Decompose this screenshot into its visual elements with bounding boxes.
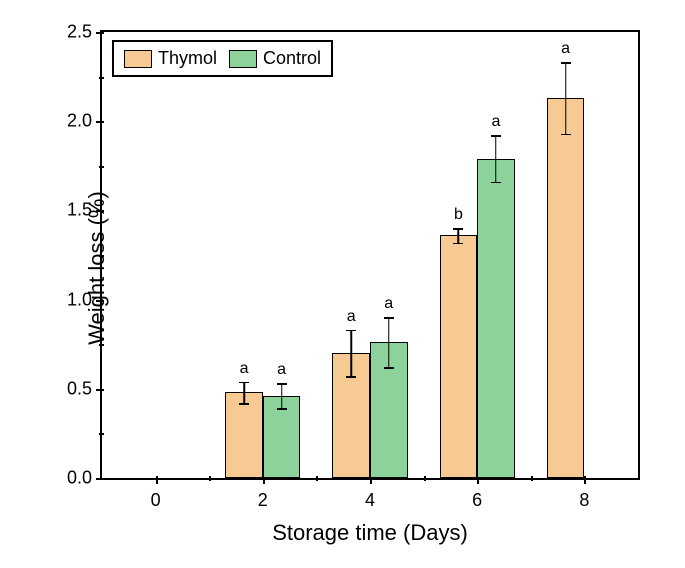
legend-label: Thymol: [158, 48, 217, 69]
y-tick: [96, 389, 104, 391]
bar: [477, 159, 515, 478]
x-tick-minor: [424, 476, 426, 481]
x-tick-label: 6: [472, 490, 482, 511]
significance-letter: a: [347, 308, 356, 326]
bar: [225, 392, 263, 478]
error-cap: [346, 330, 356, 332]
y-tick-label: 0.5: [67, 378, 92, 399]
error-cap: [346, 376, 356, 378]
error-cap: [453, 243, 463, 245]
error-cap: [277, 383, 287, 385]
error-cap: [239, 403, 249, 405]
error-bar: [458, 228, 460, 242]
y-tick-label: 2.0: [67, 111, 92, 132]
legend-item: Thymol: [124, 48, 217, 69]
bar: [547, 98, 585, 478]
error-bar: [388, 317, 390, 367]
error-cap: [561, 134, 571, 136]
x-tick-label: 0: [151, 490, 161, 511]
x-tick-label: 8: [579, 490, 589, 511]
legend: Thymol Control: [112, 40, 333, 77]
error-cap: [453, 228, 463, 230]
y-tick: [96, 210, 104, 212]
legend-swatch: [229, 50, 257, 68]
y-tick-minor: [99, 433, 104, 435]
legend-label: Control: [263, 48, 321, 69]
x-tick-minor: [316, 476, 318, 481]
y-tick-minor: [99, 77, 104, 79]
error-bar: [565, 62, 567, 133]
y-tick-label: 0.0: [67, 468, 92, 489]
significance-letter: a: [240, 360, 249, 378]
plot-area: ThymolControl 0.00.51.01.52.02.502468aab…: [100, 30, 640, 480]
error-cap: [239, 382, 249, 384]
error-bar: [281, 383, 283, 408]
x-tick: [156, 476, 158, 484]
y-tick-label: 2.5: [67, 22, 92, 43]
y-tick: [96, 121, 104, 123]
y-tick-label: 1.5: [67, 200, 92, 221]
y-tick-minor: [99, 255, 104, 257]
error-cap: [384, 317, 394, 319]
significance-letter: a: [492, 113, 501, 131]
y-tick-minor: [99, 344, 104, 346]
x-tick-minor: [209, 476, 211, 481]
legend-swatch: [124, 50, 152, 68]
y-tick: [96, 300, 104, 302]
error-cap: [277, 408, 287, 410]
chart-container: Weight loss (%) Storage time (Days) Thym…: [0, 0, 685, 568]
significance-letter: b: [454, 206, 463, 224]
significance-letter: a: [561, 40, 570, 58]
error-cap: [491, 135, 501, 137]
y-tick: [96, 478, 104, 480]
bar: [440, 235, 478, 478]
legend-item: Control: [229, 48, 321, 69]
x-tick-minor: [531, 476, 533, 481]
error-cap: [384, 367, 394, 369]
y-tick: [96, 32, 104, 34]
significance-letter: a: [277, 361, 286, 379]
error-cap: [491, 182, 501, 184]
x-axis-label: Storage time (Days): [100, 520, 640, 546]
significance-letter: a: [384, 295, 393, 313]
y-tick-label: 1.0: [67, 289, 92, 310]
x-tick: [584, 476, 586, 484]
x-tick-label: 2: [258, 490, 268, 511]
error-bar: [350, 330, 352, 376]
x-tick-label: 4: [365, 490, 375, 511]
error-cap: [561, 62, 571, 64]
error-bar: [495, 135, 497, 181]
error-bar: [243, 382, 245, 403]
y-tick-minor: [99, 166, 104, 168]
